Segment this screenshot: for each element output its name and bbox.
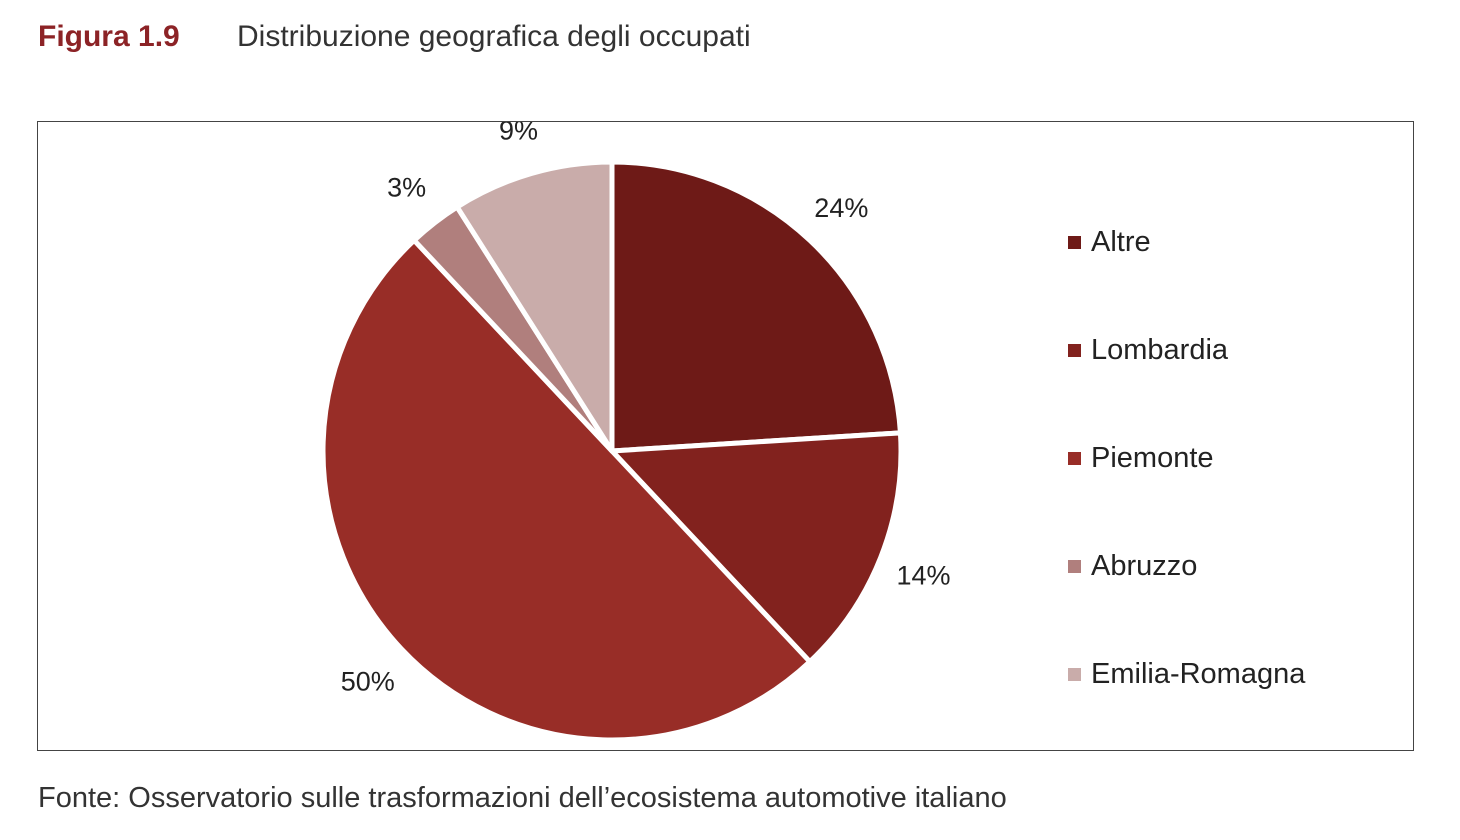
data-label-abruzzo: 3% <box>387 172 426 202</box>
legend-swatch <box>1068 343 1081 357</box>
legend-item-piemonte: Piemonte <box>1068 438 1214 478</box>
legend-swatch <box>1068 451 1081 465</box>
data-label-lombardia: 14% <box>896 560 950 590</box>
pie-slice-altre <box>609 159 903 454</box>
pie-chart: 24% 14% 50% 3% 9% <box>320 122 950 743</box>
figure-source: Fonte: Osservatorio sulle trasformazioni… <box>38 782 1007 814</box>
legend-item-emilia-romagna: Emilia-Romagna <box>1068 654 1305 694</box>
legend-swatch <box>1068 235 1081 249</box>
legend-item-lombardia: Lombardia <box>1068 330 1228 370</box>
figure-header: Figura 1.9 Distribuzione geografica degl… <box>38 14 751 60</box>
data-label-emilia-romagna: 9% <box>499 122 538 145</box>
figure-title: Distribuzione geografica degli occupati <box>237 20 751 53</box>
data-label-altre: 24% <box>814 193 868 223</box>
pie-slice-lombardia <box>609 430 904 665</box>
legend-label: Lombardia <box>1091 333 1229 366</box>
pie-slice-emilia-romagna <box>454 159 615 454</box>
chart-frame: 24% 14% 50% 3% 9% Altre Lombardia Piemonte Abru… <box>37 121 1414 751</box>
legend-swatch <box>1068 559 1081 573</box>
legend-item-altre: Altre <box>1068 222 1151 262</box>
legend-label: Altre <box>1091 225 1151 258</box>
legend-label: Emilia-Romagna <box>1091 657 1306 690</box>
figure-number: Figura 1.9 <box>38 20 180 53</box>
legend-label: Piemonte <box>1091 441 1214 474</box>
data-label-piemonte: 50% <box>341 666 395 696</box>
legend-label: Abruzzo <box>1091 549 1198 582</box>
chart-legend: Altre Lombardia Piemonte Abruzzo Emilia-Roma… <box>1068 122 1388 750</box>
legend-swatch <box>1068 667 1081 681</box>
legend-item-abruzzo: Abruzzo <box>1068 546 1197 586</box>
pie-slice-piemonte <box>320 237 813 743</box>
